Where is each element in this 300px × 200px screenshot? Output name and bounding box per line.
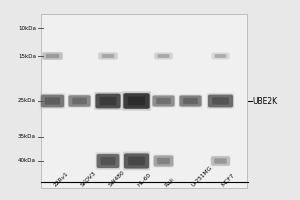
FancyBboxPatch shape bbox=[153, 154, 174, 168]
FancyBboxPatch shape bbox=[40, 93, 65, 109]
FancyBboxPatch shape bbox=[96, 152, 120, 170]
FancyBboxPatch shape bbox=[68, 95, 91, 107]
FancyBboxPatch shape bbox=[183, 98, 198, 104]
Text: 15kDa: 15kDa bbox=[18, 53, 36, 58]
FancyBboxPatch shape bbox=[158, 54, 169, 58]
Text: HL-60: HL-60 bbox=[136, 172, 152, 188]
FancyBboxPatch shape bbox=[46, 54, 59, 58]
Text: 22Rv1: 22Rv1 bbox=[52, 171, 69, 188]
Text: MCF7: MCF7 bbox=[220, 172, 236, 188]
FancyBboxPatch shape bbox=[210, 156, 231, 166]
FancyBboxPatch shape bbox=[208, 95, 233, 107]
FancyBboxPatch shape bbox=[207, 93, 234, 109]
FancyBboxPatch shape bbox=[154, 52, 173, 60]
Text: 25kDa: 25kDa bbox=[18, 98, 36, 104]
FancyBboxPatch shape bbox=[212, 97, 229, 105]
Text: SKOV3: SKOV3 bbox=[80, 170, 97, 188]
FancyBboxPatch shape bbox=[42, 52, 63, 60]
Text: 40kDa: 40kDa bbox=[18, 158, 36, 164]
Text: 35kDa: 35kDa bbox=[18, 134, 36, 140]
FancyBboxPatch shape bbox=[212, 53, 230, 59]
FancyBboxPatch shape bbox=[123, 152, 150, 170]
FancyBboxPatch shape bbox=[211, 52, 230, 60]
FancyBboxPatch shape bbox=[100, 157, 116, 165]
Text: UBE2K: UBE2K bbox=[252, 97, 277, 106]
Text: SW480: SW480 bbox=[108, 169, 126, 188]
FancyBboxPatch shape bbox=[152, 95, 175, 107]
Text: 10kDa: 10kDa bbox=[18, 25, 36, 30]
FancyBboxPatch shape bbox=[42, 52, 63, 60]
FancyBboxPatch shape bbox=[98, 52, 118, 60]
Text: U-251MG: U-251MG bbox=[190, 165, 213, 188]
FancyBboxPatch shape bbox=[72, 98, 87, 104]
FancyBboxPatch shape bbox=[156, 98, 171, 104]
FancyBboxPatch shape bbox=[98, 52, 118, 60]
FancyBboxPatch shape bbox=[41, 95, 64, 107]
FancyBboxPatch shape bbox=[94, 92, 122, 110]
FancyBboxPatch shape bbox=[100, 97, 116, 105]
FancyBboxPatch shape bbox=[178, 94, 203, 108]
FancyBboxPatch shape bbox=[124, 153, 149, 169]
FancyBboxPatch shape bbox=[215, 54, 226, 58]
Bar bbox=[40, 14, 247, 188]
FancyBboxPatch shape bbox=[214, 158, 227, 164]
FancyBboxPatch shape bbox=[211, 156, 230, 166]
FancyBboxPatch shape bbox=[154, 53, 173, 59]
FancyBboxPatch shape bbox=[102, 54, 114, 58]
FancyBboxPatch shape bbox=[68, 94, 92, 108]
FancyBboxPatch shape bbox=[128, 96, 145, 106]
FancyBboxPatch shape bbox=[152, 94, 176, 108]
FancyBboxPatch shape bbox=[157, 158, 170, 164]
FancyBboxPatch shape bbox=[128, 157, 145, 165]
FancyBboxPatch shape bbox=[154, 155, 173, 167]
FancyBboxPatch shape bbox=[123, 93, 150, 109]
FancyBboxPatch shape bbox=[45, 97, 60, 105]
FancyBboxPatch shape bbox=[95, 94, 121, 108]
Text: Raji: Raji bbox=[164, 176, 175, 188]
FancyBboxPatch shape bbox=[122, 91, 151, 111]
FancyBboxPatch shape bbox=[179, 95, 202, 107]
FancyBboxPatch shape bbox=[97, 154, 119, 168]
